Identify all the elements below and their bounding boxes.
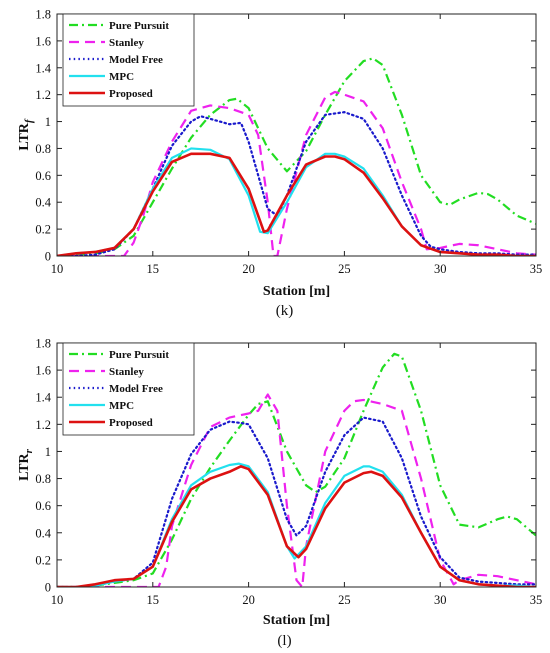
panel-caption: (k)	[276, 303, 294, 319]
series-line-model-free	[57, 416, 536, 587]
x-tick-label: 35	[530, 593, 543, 607]
y-tick-label: 0.2	[35, 223, 51, 237]
y-tick-label: 1	[45, 115, 51, 129]
series-group	[57, 352, 536, 587]
x-tick-label: 10	[51, 262, 64, 276]
legend-label: MPC	[109, 71, 134, 83]
series-line-proposed	[57, 152, 536, 256]
x-axis-label: Station [m]	[263, 613, 330, 628]
legend-label: Stanley	[109, 366, 144, 378]
chart-panel-2: 10 15 20 25 30 35 0 0.2 0.4 0.6 0.8 1 1.2 1.4 1.6 1.8 St…	[17, 337, 542, 650]
y-tick-label: 1.8	[35, 337, 51, 351]
legend-label: Model Free	[109, 54, 163, 66]
chart-panel-1: 10 15 20 25 30 35 0 0.2 0.4 0.6 0.8 1 1.2 1.4 1.6 1.8 St…	[17, 8, 542, 320]
x-tick-label: 15	[147, 593, 160, 607]
x-tick-label: 30	[434, 593, 447, 607]
legend-label: Stanley	[109, 37, 144, 49]
x-tick-label: 30	[434, 262, 447, 276]
x-tick-label: 15	[147, 262, 160, 276]
y-tick-label: 1.4	[35, 391, 51, 405]
y-tick-label: 1	[45, 445, 51, 459]
y-tick-label: 0.8	[35, 472, 51, 486]
x-tick-label: 10	[51, 593, 64, 607]
axes-frame	[56, 13, 537, 257]
legend-label: Model Free	[109, 383, 163, 395]
x-tick-label: 20	[242, 593, 255, 607]
legend: Pure Pursuit Stanley Model Free MPC Proposed	[62, 342, 195, 436]
x-tick-label: 35	[530, 262, 543, 276]
legend-box	[62, 13, 195, 107]
axes-frame	[56, 342, 537, 588]
legend: Pure Pursuit Stanley Model Free MPC Proposed	[62, 13, 195, 107]
y-tick-label: 0.6	[35, 499, 51, 513]
legend-label: Proposed	[109, 88, 153, 100]
series-line-pure-pursuit	[57, 57, 536, 256]
y-tick-label: 1.2	[35, 418, 51, 432]
y-tick-label: 0.4	[35, 196, 51, 210]
series-line-pure-pursuit	[57, 352, 536, 587]
series-line-proposed	[57, 465, 536, 587]
y-tick-label: 1.8	[35, 8, 51, 22]
panel-caption: (l)	[277, 633, 291, 649]
y-tick-label: 0	[45, 581, 51, 595]
legend-label: Pure Pursuit	[109, 349, 169, 361]
x-tick-label: 25	[338, 593, 351, 607]
legend-label: Pure Pursuit	[109, 20, 169, 32]
y-tick-label: 0	[45, 250, 51, 264]
y-tick-label: 0.8	[35, 142, 51, 156]
y-tick-label: 1.2	[35, 88, 51, 102]
y-tick-label: 1.6	[35, 364, 51, 378]
y-tick-label: 0.4	[35, 526, 51, 540]
y-axis-label: LTRf	[17, 118, 35, 151]
x-tick-label: 20	[242, 262, 255, 276]
series-group	[57, 57, 536, 256]
legend-label: Proposed	[109, 417, 153, 429]
y-tick-label: 0.6	[35, 169, 51, 183]
x-tick-label: 25	[338, 262, 351, 276]
y-axis-label: LTRr	[17, 448, 35, 481]
y-tick-label: 1.6	[35, 34, 51, 48]
legend-label: MPC	[109, 400, 134, 412]
x-axis-label: Station [m]	[263, 284, 330, 299]
y-tick-label: 0.2	[35, 553, 51, 567]
y-tick-label: 1.4	[35, 61, 51, 75]
legend-box	[62, 342, 195, 436]
